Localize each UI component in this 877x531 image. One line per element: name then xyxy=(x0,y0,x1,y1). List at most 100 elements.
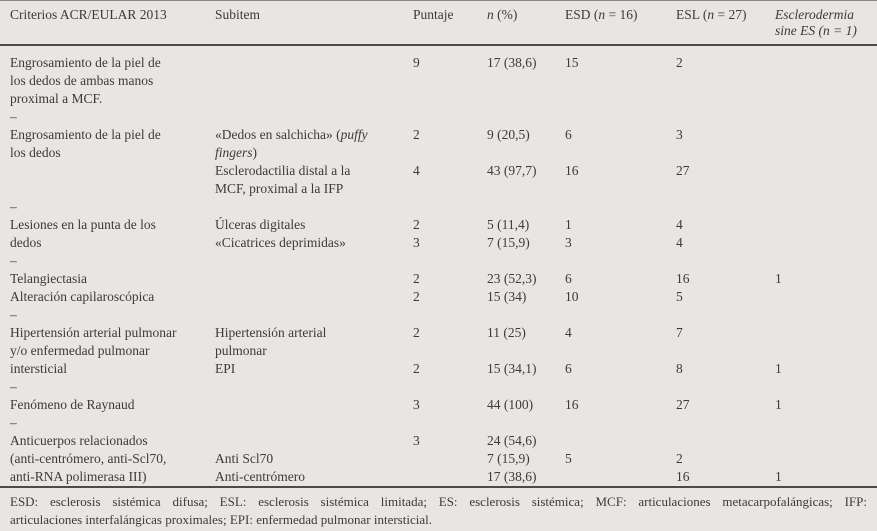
table-cell xyxy=(215,306,413,324)
column-header: Subitem xyxy=(215,0,413,46)
table-row: Hipertensión arterial pulmonar Hipertensi… xyxy=(0,324,877,342)
table-cell xyxy=(565,72,676,90)
table-cell: Alteración capilaroscópica xyxy=(10,289,155,304)
table-cell: 24 (54,6) xyxy=(487,433,537,448)
table-cell xyxy=(676,378,775,396)
table-cell xyxy=(676,432,775,450)
table-cell: 3 xyxy=(413,433,420,448)
table-cell xyxy=(775,252,877,270)
table-cell: 16 xyxy=(676,271,690,286)
table-cell: 2 xyxy=(676,451,683,466)
table-cell xyxy=(775,126,877,144)
table-row: Fenómeno de Raynaud 3 44 (100) 16 27 1 xyxy=(0,396,877,414)
table-cell: – xyxy=(10,199,17,214)
column-header: Criterios ACR/EULAR 2013 xyxy=(0,0,215,46)
table-cell: 17 (38,6) xyxy=(487,469,537,484)
table-cell xyxy=(565,306,676,324)
table-cell xyxy=(565,468,676,486)
table-cell: dedos xyxy=(10,235,42,250)
table-cell: 4 xyxy=(676,235,683,250)
table-row: los dedos fingers) xyxy=(0,144,877,162)
table-cell xyxy=(413,198,487,216)
table-cell xyxy=(775,432,877,450)
footnote-line: articulaciones interfalángicas proximale… xyxy=(10,512,432,527)
table-cell xyxy=(565,108,676,126)
table-cell xyxy=(676,198,775,216)
table-cell xyxy=(215,45,413,72)
table-cell xyxy=(215,108,413,126)
table-cell xyxy=(565,414,676,432)
table-cell xyxy=(775,306,877,324)
table-cell: 11 (25) xyxy=(487,325,526,340)
table-cell: 44 (100) xyxy=(487,397,534,412)
table-cell xyxy=(413,342,487,360)
table-cell: 16 xyxy=(565,397,579,412)
table-cell: 4 xyxy=(565,325,572,340)
table-cell: 5 xyxy=(565,451,572,466)
table-cell xyxy=(413,450,487,468)
table-cell: Telangiectasia xyxy=(10,271,88,286)
separator-row: – xyxy=(0,108,877,126)
column-header: Puntaje xyxy=(413,0,487,46)
table-cell: fingers) xyxy=(215,145,258,160)
table-cell: 7 (15,9) xyxy=(487,235,530,250)
table-cell xyxy=(775,378,877,396)
table-cell: 2 xyxy=(413,361,420,376)
table-cell xyxy=(215,252,413,270)
table-cell xyxy=(215,378,413,396)
table-cell xyxy=(413,378,487,396)
table-cell xyxy=(676,90,775,108)
table-cell: EPI xyxy=(215,361,236,376)
table-cell: – xyxy=(10,379,17,394)
table-cell xyxy=(413,180,487,198)
table-cell xyxy=(676,180,775,198)
table-cell: 9 xyxy=(413,55,420,70)
table-cell xyxy=(775,414,877,432)
table-cell xyxy=(775,216,877,234)
table-cell: Lesiones en la punta de los xyxy=(10,217,156,232)
table-cell: 16 xyxy=(565,163,579,178)
table-cell: 43 (97,7) xyxy=(487,163,537,178)
table-cell xyxy=(487,252,565,270)
table-cell: 6 xyxy=(565,127,572,142)
table-cell xyxy=(775,288,877,306)
table-cell: – xyxy=(10,109,17,124)
table-cell xyxy=(565,180,676,198)
table-cell xyxy=(215,414,413,432)
table-row: anti-RNA polimerasa III) Anti-centrómero 1… xyxy=(0,468,877,486)
table-cell xyxy=(775,144,877,162)
table-cell: 1 xyxy=(775,361,782,376)
table-cell: 23 (52,3) xyxy=(487,271,537,286)
table-cell xyxy=(565,432,676,450)
table-cell xyxy=(676,72,775,90)
table-cell xyxy=(487,90,565,108)
abbreviations-footnote: ESD: esclerosis sistémica difusa; ESL: e… xyxy=(0,486,877,531)
table-cell: Úlceras digitales xyxy=(215,217,306,232)
table-row: Lesiones en la punta de los Úlceras digit… xyxy=(0,216,877,234)
table-cell: 2 xyxy=(413,325,420,340)
table-cell xyxy=(676,108,775,126)
table-cell: Fenómeno de Raynaud xyxy=(10,397,135,412)
table-cell xyxy=(487,72,565,90)
table-cell: Hipertensión arterial xyxy=(215,325,327,340)
table-cell xyxy=(565,144,676,162)
table-cell: – xyxy=(10,253,17,268)
table-row: Anticuerpos relacionados 3 24 (54,6) xyxy=(0,432,877,450)
table-cell: 5 xyxy=(676,289,683,304)
table-cell xyxy=(775,342,877,360)
table-row: y/o enfermedad pulmonar pulmonar xyxy=(0,342,877,360)
table-cell xyxy=(775,450,877,468)
table-row: dedos «Cicatrices deprimidas» 3 7 (15,9) 3 4 xyxy=(0,234,877,252)
table-cell: Anti-centrómero xyxy=(215,469,305,484)
table-row: Engrosamiento de la piel de 9 17 (38,6) 15 2 xyxy=(0,45,877,72)
table-cell: «Dedos en salchicha» (puffy xyxy=(215,127,368,142)
table-cell: MCF, proximal a la IFP xyxy=(215,181,344,196)
table-cell: «Cicatrices deprimidas» xyxy=(215,235,346,250)
table-cell: 16 xyxy=(676,469,690,484)
table-row: MCF, proximal a la IFP xyxy=(0,180,877,198)
table-cell xyxy=(775,90,877,108)
table-cell: 10 xyxy=(565,289,579,304)
column-header: ESL (n = 27) xyxy=(676,0,775,46)
table-cell xyxy=(775,162,877,180)
table-cell xyxy=(215,396,413,414)
